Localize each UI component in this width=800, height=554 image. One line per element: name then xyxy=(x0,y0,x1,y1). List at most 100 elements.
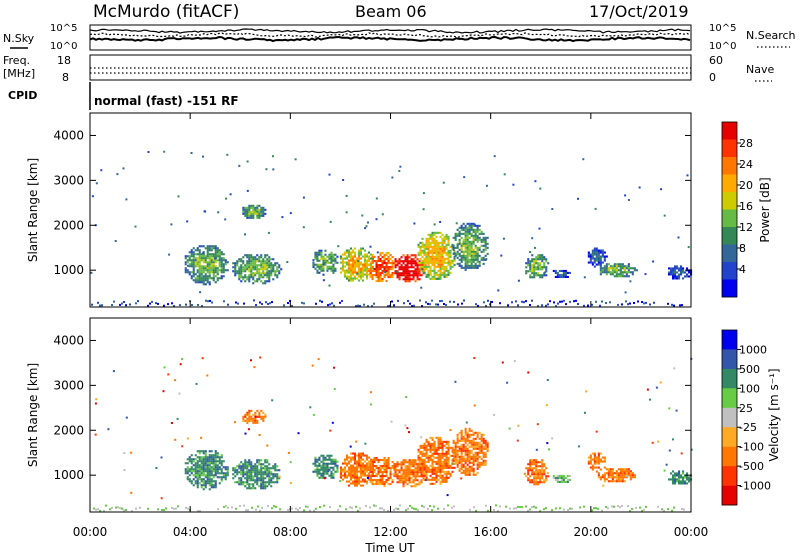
echo-cell xyxy=(452,457,455,460)
echo-cell xyxy=(417,261,420,264)
echo-cell xyxy=(429,450,432,453)
echo-speckle xyxy=(680,452,683,455)
echo-cell xyxy=(406,272,409,275)
echo-cell xyxy=(363,259,366,262)
echo-speckle xyxy=(94,402,97,405)
echo-cell xyxy=(400,473,403,476)
echo-speckle xyxy=(677,236,680,239)
echo-cell xyxy=(212,476,215,479)
echo-cell xyxy=(470,248,473,251)
echo-cell xyxy=(447,251,450,254)
echo-cell xyxy=(365,259,368,262)
echo-cell xyxy=(318,265,321,268)
echo-cell xyxy=(431,464,434,467)
echo-cell xyxy=(535,477,538,480)
echo-cell xyxy=(379,475,382,478)
ground-scatter xyxy=(99,509,101,512)
echo-cell xyxy=(252,204,255,207)
echo-cell xyxy=(460,254,463,257)
echo-cell xyxy=(562,269,565,272)
echo-cell xyxy=(381,473,384,476)
colorbar-tick-label: 500 xyxy=(739,363,760,376)
echo-cell xyxy=(670,472,673,475)
ground-scatter xyxy=(245,509,247,512)
echo-cell xyxy=(470,244,473,247)
echo-cell xyxy=(355,472,358,475)
echo-cell xyxy=(531,481,534,484)
echo-cell xyxy=(210,468,213,471)
echo-cell xyxy=(447,259,450,262)
echo-cell xyxy=(244,214,247,217)
echo-cell xyxy=(439,470,442,473)
echo-cell xyxy=(371,471,374,474)
echo-cell xyxy=(260,471,263,474)
echo-cell xyxy=(246,481,249,484)
echo-cell xyxy=(556,275,559,278)
echo-cell xyxy=(400,268,403,271)
echo-cell xyxy=(435,251,438,254)
echo-cell xyxy=(222,267,225,270)
echo-cell xyxy=(684,482,687,485)
echo-cell xyxy=(320,466,323,469)
echo-cell xyxy=(345,464,348,467)
echo-speckle xyxy=(408,431,410,434)
echo-cell xyxy=(347,474,350,477)
echo-cell xyxy=(367,251,370,254)
echo-cell xyxy=(429,251,432,254)
echo-cell xyxy=(196,263,199,266)
echo-cell xyxy=(262,268,265,271)
echo-cell xyxy=(248,254,251,257)
echo-cell xyxy=(464,449,467,452)
echo-cell xyxy=(566,271,569,274)
echo-cell xyxy=(274,270,277,273)
echo-cell xyxy=(445,474,448,477)
echo-cell xyxy=(611,480,614,483)
echo-cell xyxy=(535,274,538,277)
echo-cell xyxy=(375,272,378,275)
echo-cell xyxy=(334,261,337,264)
echo-cell xyxy=(605,267,608,270)
echo-cell xyxy=(260,268,263,271)
echo-cell xyxy=(264,481,267,484)
echo-cell xyxy=(248,487,251,490)
echo-cell xyxy=(238,465,241,468)
echo-cell xyxy=(525,475,528,478)
echo-cell xyxy=(529,463,532,466)
echo-cell xyxy=(470,441,473,444)
echo-speckle xyxy=(345,194,348,197)
echo-cell xyxy=(593,253,596,256)
echo-cell xyxy=(419,245,422,248)
echo-cell xyxy=(554,269,557,272)
echo-cell xyxy=(264,264,267,267)
echo-cell xyxy=(252,479,255,482)
echo-cell xyxy=(351,452,354,455)
echo-cell xyxy=(373,270,376,273)
echo-cell xyxy=(427,253,430,256)
echo-cell xyxy=(474,230,477,233)
echo-cell xyxy=(421,446,424,449)
echo-cell xyxy=(330,470,333,473)
echo-cell xyxy=(464,461,467,464)
echo-cell xyxy=(414,280,417,283)
echo-cell xyxy=(250,471,253,474)
echo-cell xyxy=(379,467,382,470)
echo-cell xyxy=(476,266,479,269)
ground-scatter xyxy=(175,507,177,510)
echo-cell xyxy=(443,247,446,250)
echo-cell xyxy=(198,456,201,459)
echo-cell xyxy=(460,443,463,446)
echo-cell xyxy=(601,476,604,479)
echo-cell xyxy=(262,467,265,470)
echo-speckle xyxy=(238,463,241,466)
echo-cell xyxy=(400,469,403,472)
echo-cell xyxy=(349,468,352,471)
echo-cell xyxy=(320,460,323,463)
echo-cell xyxy=(270,467,273,470)
echo-cell xyxy=(466,226,469,229)
echo-cell xyxy=(462,222,465,225)
ground-scatter xyxy=(287,302,289,304)
echo-speckle xyxy=(327,470,330,473)
echo-cell xyxy=(351,476,354,479)
echo-cell xyxy=(375,276,378,279)
echo-cell xyxy=(214,265,217,268)
